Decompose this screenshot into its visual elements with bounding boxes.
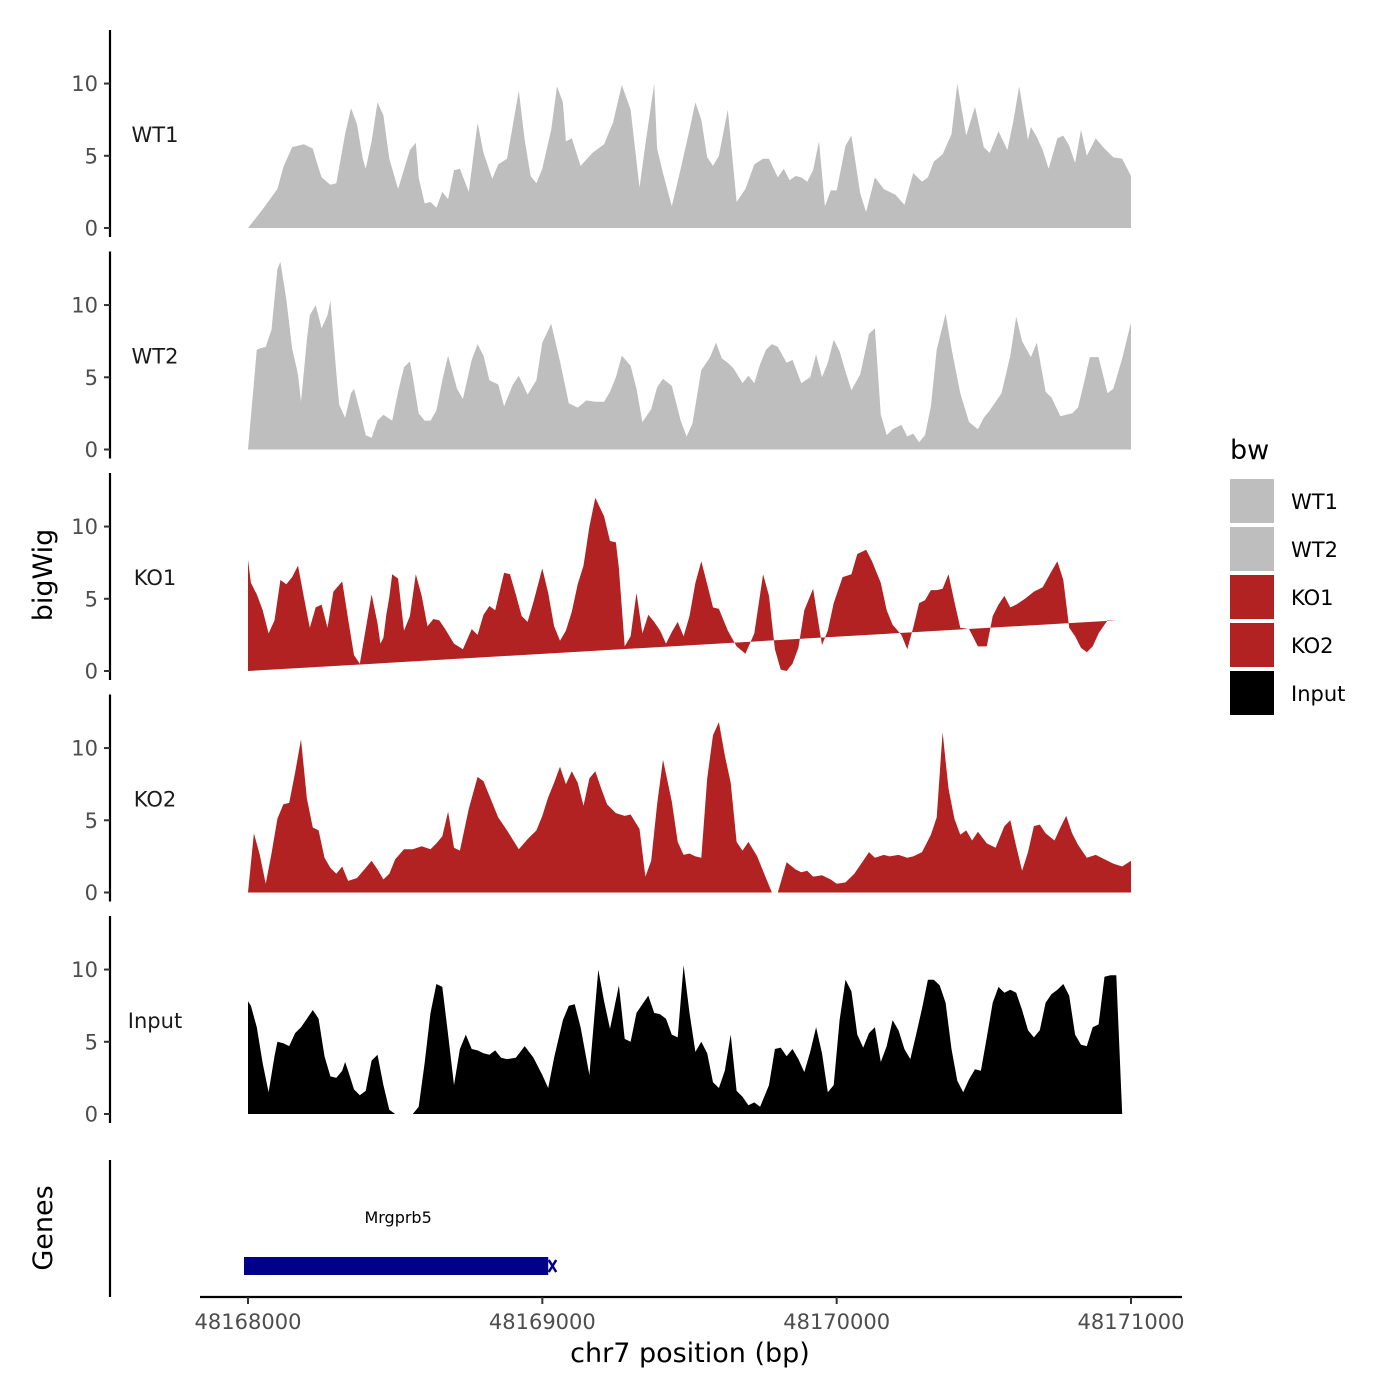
y-axis-title: bigWig [28, 529, 59, 622]
y-tick-label: 5 [85, 1030, 98, 1054]
y-tick-label: 5 [85, 366, 98, 390]
track-label-wt1: WT1 [132, 123, 179, 147]
track-area-ko2 [248, 722, 1131, 893]
y-tick-label: 5 [85, 587, 98, 611]
gene-mrgprb5: Mrgprb5 [244, 1208, 558, 1275]
x-tick-label: 48168000 [195, 1310, 302, 1334]
y-tick-label: 0 [85, 881, 98, 905]
y-tick-label: 5 [85, 144, 98, 168]
legend-label: Input [1291, 682, 1345, 706]
legend-swatch [1230, 575, 1274, 619]
track-label-ko1: KO1 [134, 566, 177, 590]
x-axis-title: chr7 position (bp) [570, 1338, 810, 1369]
legend-item-wt1: WT1 [1230, 479, 1338, 523]
genes-layer: Mrgprb5 [108, 1160, 558, 1297]
x-tick-label: 48171000 [1078, 1310, 1185, 1334]
track-panel-ko2: 0 5 10 KO2 [71, 694, 1131, 905]
legend-label: WT2 [1291, 538, 1338, 562]
track-label-wt2: WT2 [132, 345, 179, 369]
y-tick-label: 10 [71, 958, 98, 982]
track-panel-input: 0 5 10 Input [71, 916, 1123, 1127]
x-axis: 48168000 48169000 48170000 48171000 [195, 1295, 1185, 1334]
legend-item-input: Input [1230, 671, 1345, 715]
legend-swatch [1230, 623, 1274, 667]
track-panel-wt2: 0 5 10 WT2 [71, 251, 1131, 462]
track-label-ko2: KO2 [134, 788, 177, 812]
y-tick-label: 0 [85, 217, 98, 241]
track-label-input: Input [128, 1009, 182, 1033]
legend-title: bw [1230, 435, 1269, 466]
y-tick-label: 0 [85, 660, 98, 684]
track-panel-wt1: 0 5 10 WT1 [71, 30, 1131, 241]
track-area-wt2 [248, 261, 1131, 450]
y-tick-label: 0 [85, 438, 98, 462]
legend-swatch [1230, 527, 1274, 571]
legend-label: KO2 [1291, 634, 1334, 658]
legend-items: WT1 WT2 KO1 KO2 Input [1230, 479, 1345, 715]
track-area-ko1 [248, 497, 1117, 671]
legend-label: KO1 [1291, 586, 1334, 610]
track-area-input [248, 965, 1123, 1114]
y-tick-label: 0 [85, 1103, 98, 1127]
y-tick-label: 10 [71, 72, 98, 96]
y-tick-label: 10 [71, 737, 98, 761]
tracks-layer: 0 5 10 WT1 0 5 10 WT2 0 5 10 KO1 0 5 10 KO2 0 5 10 Input [71, 30, 1131, 1127]
legend-swatch [1230, 671, 1274, 715]
gene-label: Mrgprb5 [364, 1208, 431, 1227]
gene-strand-marker [547, 1259, 558, 1273]
genes-axis-title: Genes [28, 1185, 59, 1270]
track-area-wt1 [248, 83, 1131, 228]
x-tick-label: 48169000 [489, 1310, 596, 1334]
legend-item-ko1: KO1 [1230, 575, 1334, 619]
legend: bw WT1 WT2 KO1 KO2 Input [1230, 435, 1345, 715]
legend-swatch [1230, 479, 1274, 523]
y-tick-label: 5 [85, 809, 98, 833]
x-tick-label: 48170000 [783, 1310, 890, 1334]
legend-item-ko2: KO2 [1230, 623, 1334, 667]
legend-item-wt2: WT2 [1230, 527, 1338, 571]
y-tick-label: 10 [71, 294, 98, 318]
y-tick-label: 10 [71, 515, 98, 539]
legend-label: WT1 [1291, 490, 1338, 514]
track-panel-ko1: 0 5 10 KO1 [71, 473, 1117, 684]
gene-body [244, 1257, 549, 1275]
